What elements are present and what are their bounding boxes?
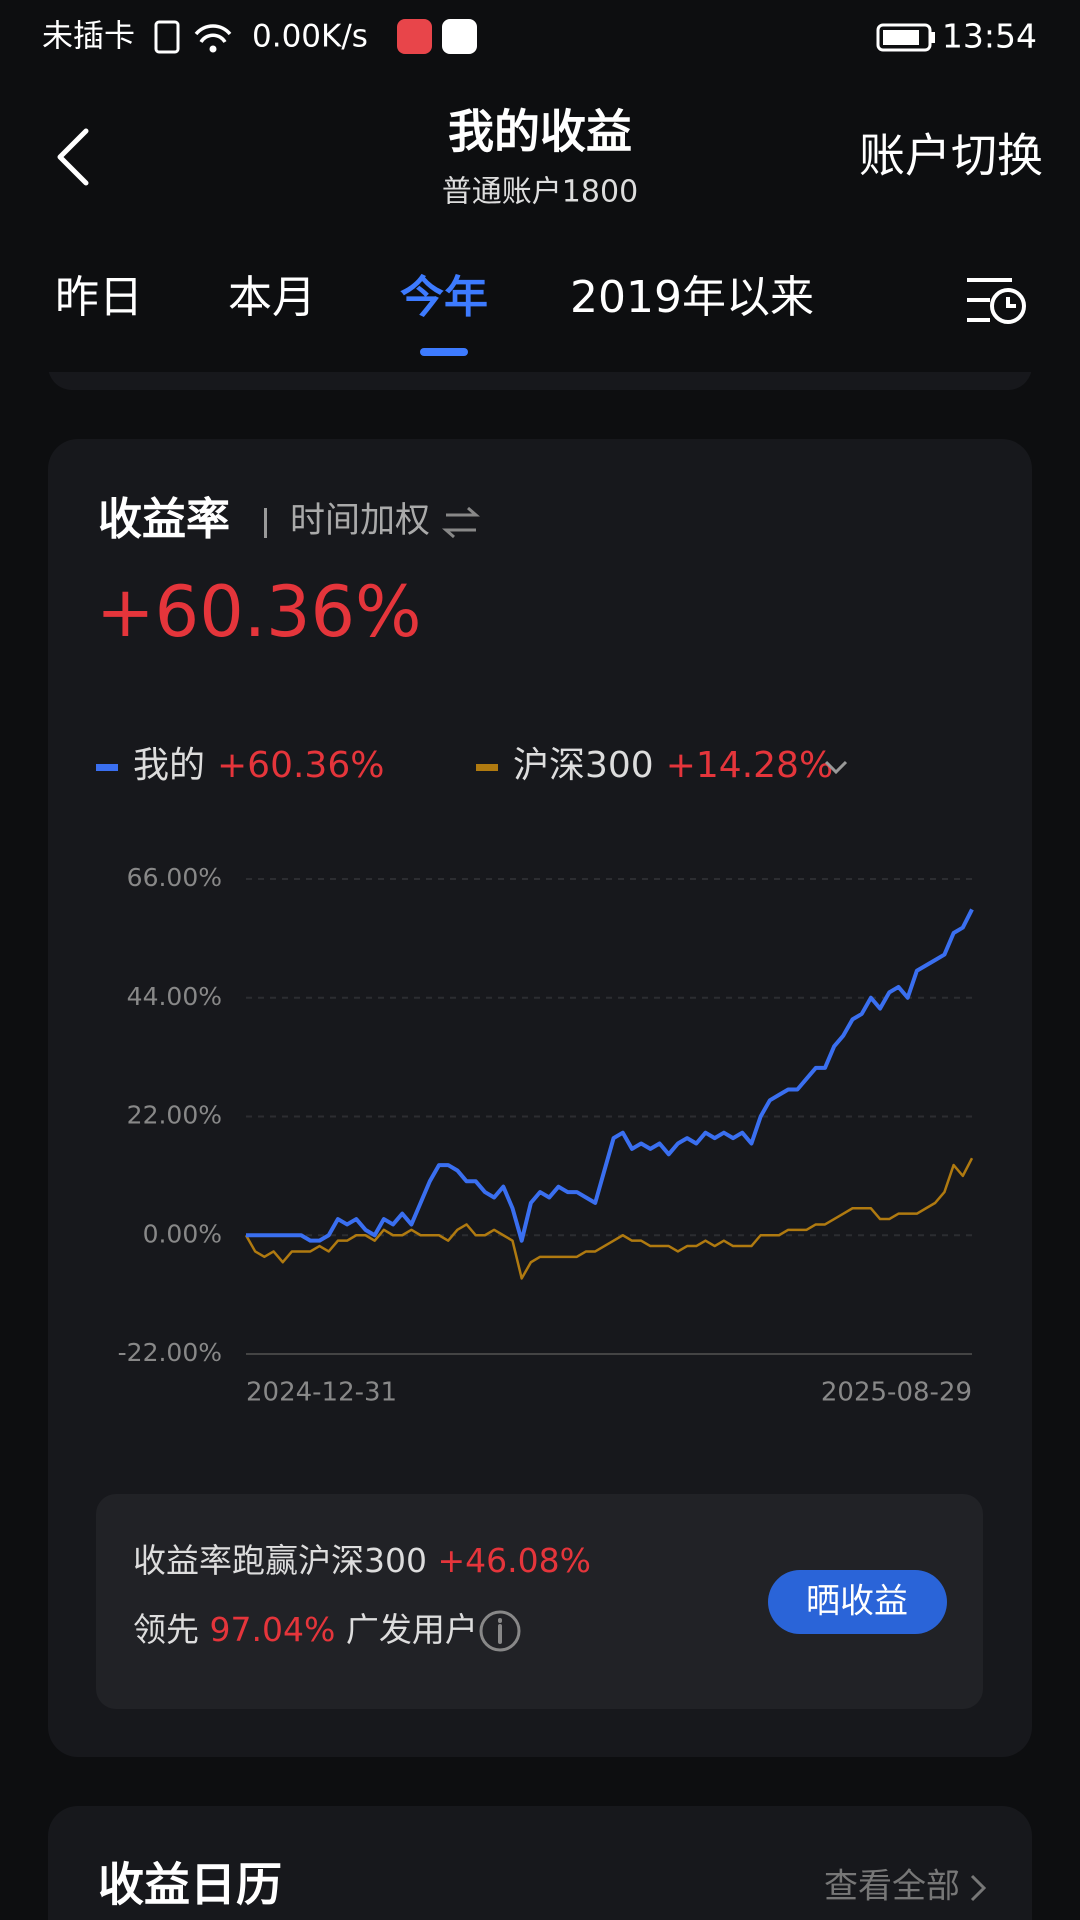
legend-value: +60.36% <box>217 745 384 786</box>
net-speed: 0.00K/s <box>252 19 368 55</box>
divider <box>264 508 267 538</box>
wifi-icon <box>194 24 232 44</box>
info-icon[interactable] <box>479 1610 521 1652</box>
x-tick-label: 2025-08-29 <box>821 1378 972 1408</box>
tab[interactable]: 2019年以来 <box>570 272 814 323</box>
calendar-card <box>48 1806 1032 1920</box>
return-card <box>48 439 1032 1757</box>
legend-dropdown[interactable] <box>824 760 848 775</box>
lead-value: 97.04% <box>210 1610 336 1649</box>
switch-account[interactable]: 账户切换 <box>859 129 1043 183</box>
share-button[interactable] <box>768 1570 947 1634</box>
legend-name: 我的 <box>133 745 205 786</box>
tab[interactable]: 本月 <box>228 272 316 323</box>
app-icon <box>442 19 477 54</box>
y-tick-label: 66.00% <box>127 863 222 892</box>
y-tick-label: -22.00% <box>118 1338 222 1367</box>
filter-icon[interactable] <box>967 278 1026 324</box>
calendar-title: 收益日历 <box>98 1858 282 1912</box>
legend-value: +14.28% <box>666 745 833 786</box>
tab[interactable]: 今年 <box>400 272 488 323</box>
legend-name: 沪深300 <box>513 745 654 786</box>
y-tick-label: 0.00% <box>143 1219 222 1248</box>
legend-entry: 我的 +60.36% <box>133 745 384 786</box>
back-button[interactable] <box>57 128 89 186</box>
lead-suffix: 广发用户 <box>346 1610 478 1649</box>
tab-indicator <box>420 348 468 356</box>
beat-text: 收益率跑赢沪深300 <box>133 1541 427 1580</box>
header-background <box>0 0 1080 372</box>
sim-icon <box>154 20 180 54</box>
view-all-arrow[interactable] <box>970 1874 987 1902</box>
clock: 13:54 <box>942 17 1037 56</box>
series-line <box>246 908 974 1243</box>
chart: -22.00% 0.00% 22.00% 44.00% 66.00% 2024-12-31… <box>118 863 974 1408</box>
total-return: +60.36% <box>96 571 422 653</box>
share-button-label[interactable]: 晒收益 <box>806 1582 908 1622</box>
tab-bar: 昨日 本月 今年 2019年以来 <box>55 272 814 356</box>
legend-entry: 沪深300 +14.28% <box>513 745 833 786</box>
tab[interactable]: 昨日 <box>55 272 143 323</box>
series-line <box>244 1157 974 1280</box>
method[interactable]: 时间加权 <box>290 501 430 541</box>
app-icon <box>397 19 432 54</box>
battery-tip <box>931 32 935 43</box>
beat-line: 收益率跑赢沪深300 +46.08% <box>133 1541 591 1580</box>
swap-icon[interactable] <box>442 506 480 539</box>
legend-swatch <box>476 764 498 771</box>
page-title: 我的收益 <box>448 105 632 159</box>
x-tick-label: 2024-12-31 <box>246 1378 397 1408</box>
y-tick-label: 44.00% <box>127 982 222 1011</box>
summary-box <box>96 1494 983 1709</box>
legend: 我的 +60.36% 沪深300 +14.28% <box>96 745 833 786</box>
battery <box>876 23 932 52</box>
account-name: 普通账户1800 <box>442 175 638 210</box>
lead-prefix: 领先 <box>133 1610 199 1649</box>
wifi-dot <box>209 45 217 53</box>
battery-level <box>883 30 919 45</box>
carrier: 未插卡 <box>42 19 135 55</box>
y-tick-label: 22.00% <box>127 1101 222 1130</box>
legend-swatch <box>96 764 118 771</box>
lead-line: 领先 97.04% 广发用户 <box>133 1610 478 1649</box>
view-all[interactable]: 查看全部 <box>824 1867 960 1907</box>
beat-value: +46.08% <box>438 1541 591 1580</box>
card-title: 收益率 <box>98 494 230 545</box>
